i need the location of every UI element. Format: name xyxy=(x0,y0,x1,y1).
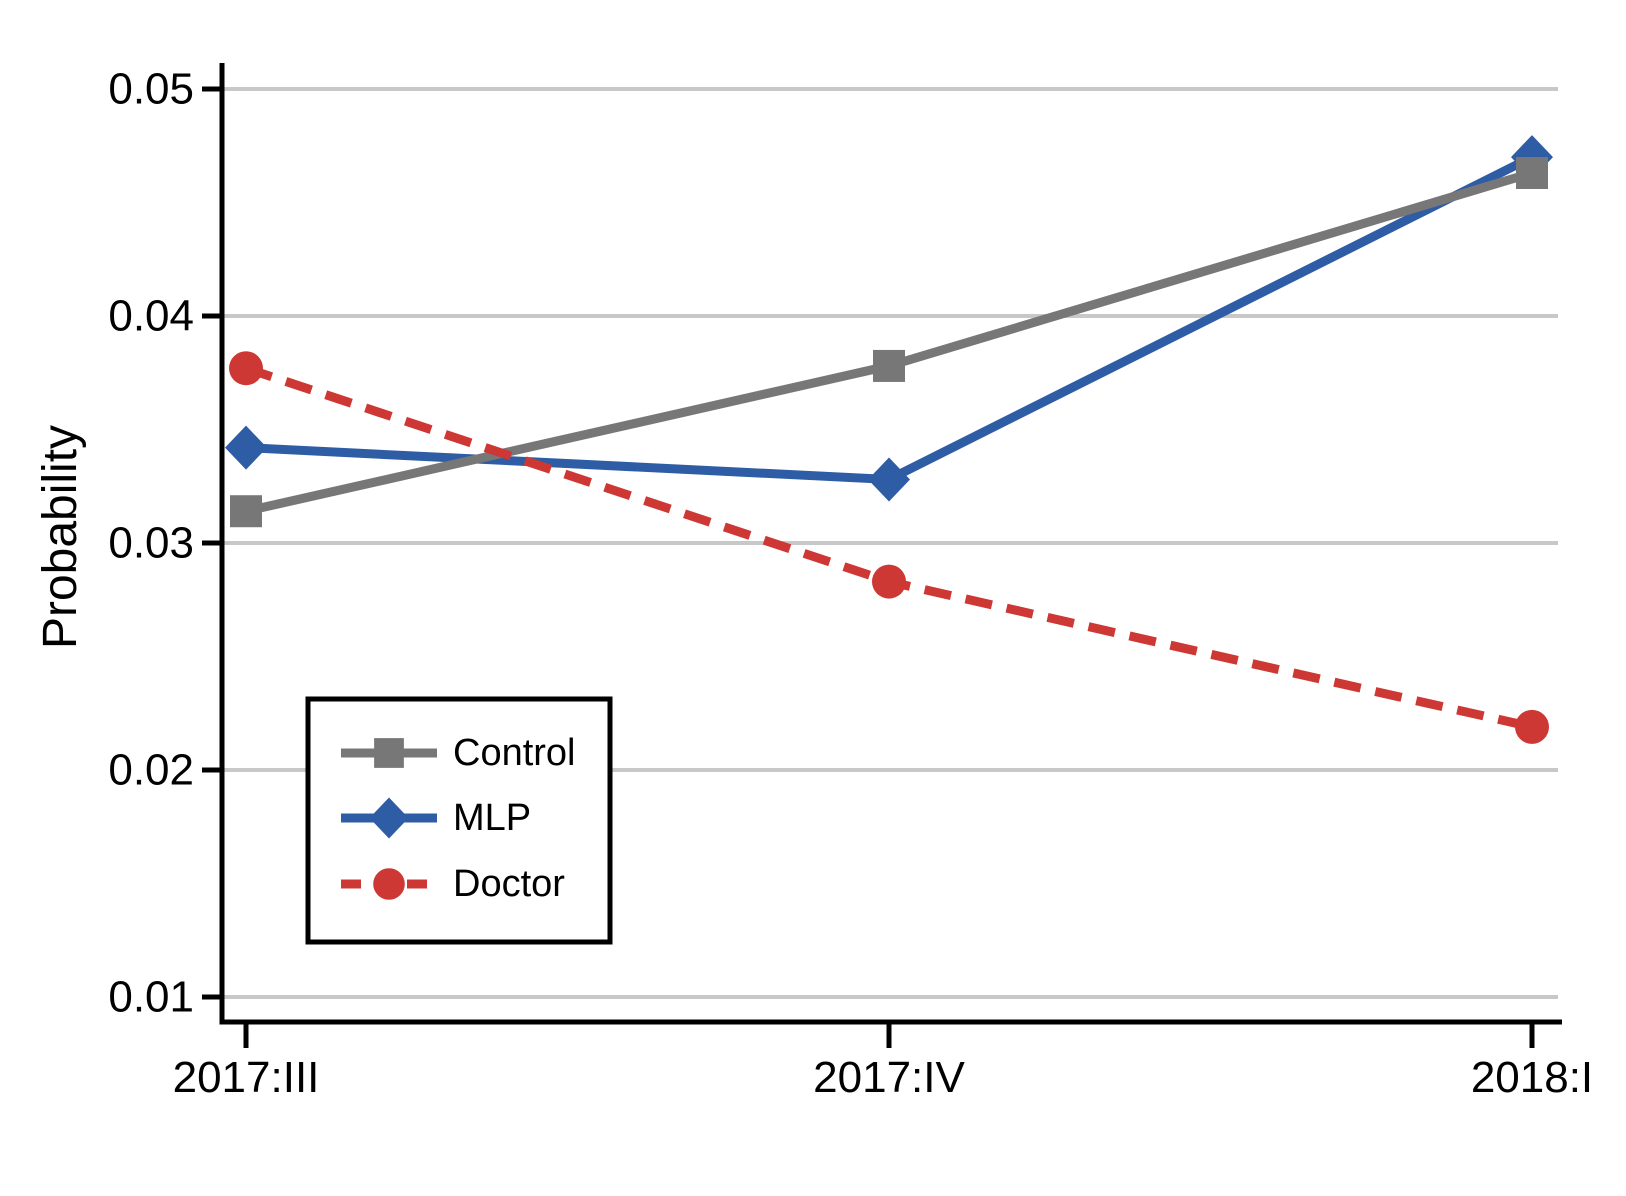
y-tick-label: 0.03 xyxy=(108,519,194,568)
circle-marker xyxy=(229,351,263,386)
legend-label: MLP xyxy=(453,797,531,839)
series-doctor xyxy=(229,351,1549,744)
x-tick-label: 2018:I xyxy=(1471,1053,1593,1102)
diamond-marker xyxy=(369,797,409,839)
y-axis-title: Probability xyxy=(34,425,87,649)
circle-marker xyxy=(872,564,906,599)
x-tick-label: 2017:III xyxy=(173,1053,320,1102)
y-tick-label: 0.01 xyxy=(108,973,194,1022)
y-tick-label: 0.05 xyxy=(108,65,194,114)
y-tick-label: 0.04 xyxy=(108,292,194,341)
series-mlp xyxy=(225,135,1553,502)
legend-label: Control xyxy=(453,732,576,774)
legend-item-control: Control xyxy=(341,732,576,774)
legend: Control MLP Doctor xyxy=(305,696,613,945)
series-control xyxy=(230,156,1548,528)
square-marker xyxy=(1516,156,1548,189)
square-marker xyxy=(374,738,404,768)
legend-item-doctor: Doctor xyxy=(341,863,565,905)
series-line-mlp xyxy=(245,153,1535,484)
x-tick-label: 2017:IV xyxy=(813,1053,965,1102)
axes: 0.01 0.02 0.03 0.04 0.05 2017:III 2017:IV 2018:… xyxy=(108,63,1593,1102)
square-marker xyxy=(873,349,905,382)
circle-marker xyxy=(373,868,405,900)
diamond-marker xyxy=(225,425,267,470)
series-line-doctor xyxy=(244,363,1533,732)
square-marker xyxy=(230,495,262,528)
y-tick-label: 0.02 xyxy=(108,746,194,795)
legend-label: Doctor xyxy=(453,863,565,905)
legend-item-mlp: MLP xyxy=(341,797,531,839)
circle-marker xyxy=(1515,709,1549,744)
diamond-marker xyxy=(868,457,910,502)
